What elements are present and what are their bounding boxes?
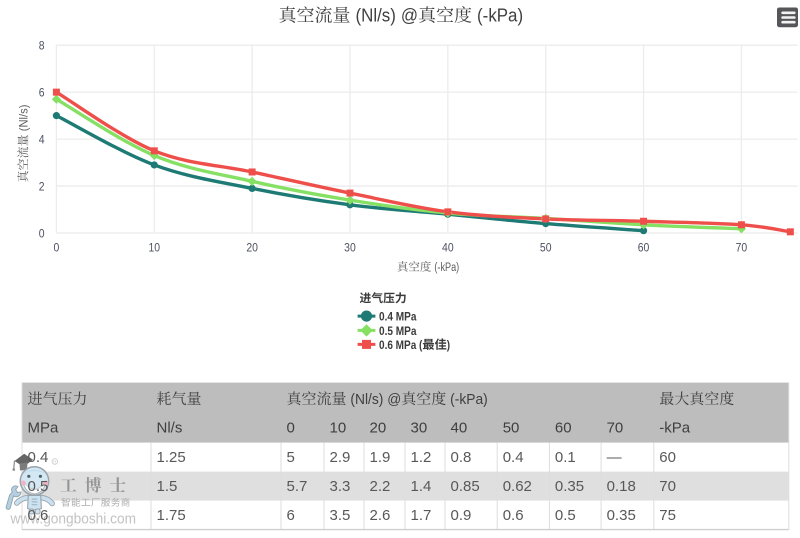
svg-text:20: 20 <box>370 420 387 437</box>
svg-text:0.35: 0.35 <box>607 507 636 524</box>
svg-text:MPa: MPa <box>28 420 60 437</box>
svg-text:Nl/s: Nl/s <box>157 420 183 437</box>
svg-text:1.4: 1.4 <box>411 478 432 495</box>
svg-text:60: 60 <box>659 449 676 466</box>
svg-text:1.9: 1.9 <box>370 449 391 466</box>
svg-text:0: 0 <box>287 420 295 437</box>
svg-text:—: — <box>607 449 622 466</box>
svg-text:0.5 MPa: 0.5 MPa <box>379 324 417 338</box>
svg-text:www.gongboshi.com: www.gongboshi.com <box>10 512 136 528</box>
svg-text:70: 70 <box>607 420 624 437</box>
svg-text:0.9: 0.9 <box>451 507 472 524</box>
svg-text:5.7: 5.7 <box>287 478 308 495</box>
svg-text:50: 50 <box>540 241 552 255</box>
svg-text:0.6 MPa (: 0.6 MPa ( <box>379 338 423 352</box>
svg-text:20: 20 <box>246 241 258 255</box>
svg-text:0.1: 0.1 <box>555 449 576 466</box>
svg-text:0.85: 0.85 <box>451 478 480 495</box>
svg-text:10: 10 <box>330 420 347 437</box>
svg-text:1.5: 1.5 <box>157 478 178 495</box>
svg-text:3.5: 3.5 <box>330 507 351 524</box>
svg-text:8: 8 <box>39 39 45 53</box>
svg-text:40: 40 <box>442 241 454 255</box>
svg-text:2.6: 2.6 <box>370 507 391 524</box>
svg-text:60: 60 <box>555 420 572 437</box>
svg-text:30: 30 <box>344 241 356 255</box>
svg-text:0.35: 0.35 <box>555 478 584 495</box>
svg-text:40: 40 <box>451 420 468 437</box>
svg-text:6: 6 <box>39 85 45 99</box>
svg-text:-kPa: -kPa <box>659 420 691 437</box>
svg-text:10: 10 <box>148 241 160 255</box>
svg-text:50: 50 <box>503 420 520 437</box>
svg-text:1.25: 1.25 <box>157 449 186 466</box>
svg-text:70: 70 <box>736 241 748 255</box>
svg-text:0.4: 0.4 <box>503 449 524 466</box>
svg-text:0.6: 0.6 <box>28 507 49 524</box>
svg-text:(-kPa): (-kPa) <box>477 6 523 26</box>
svg-text:R: R <box>53 459 56 464</box>
svg-text:0: 0 <box>54 241 60 255</box>
svg-text:5: 5 <box>287 449 295 466</box>
svg-text:(-kPa): (-kPa) <box>434 262 459 274</box>
svg-text:2: 2 <box>39 179 45 193</box>
svg-text:0.5: 0.5 <box>28 478 49 495</box>
svg-text:(Nl/s): (Nl/s) <box>355 6 395 26</box>
svg-text:6: 6 <box>287 507 295 524</box>
svg-text:2.2: 2.2 <box>370 478 391 495</box>
svg-text:(Nl/s): (Nl/s) <box>16 105 30 132</box>
svg-text:0.6: 0.6 <box>503 507 524 524</box>
svg-text:(-kPa): (-kPa) <box>450 391 488 408</box>
svg-text:3.3: 3.3 <box>330 478 351 495</box>
svg-text:@: @ <box>401 6 418 26</box>
svg-text:0.62: 0.62 <box>503 478 532 495</box>
svg-text:(Nl/s): (Nl/s) <box>350 391 383 408</box>
svg-text:70: 70 <box>659 478 676 495</box>
svg-text:0.5: 0.5 <box>555 507 576 524</box>
svg-text:0.4: 0.4 <box>28 449 49 466</box>
svg-text:30: 30 <box>411 420 428 437</box>
svg-text:60: 60 <box>638 241 650 255</box>
svg-text:1.2: 1.2 <box>411 449 432 466</box>
svg-text:1.75: 1.75 <box>157 507 186 524</box>
svg-text:): ) <box>447 338 450 352</box>
svg-text:0.4 MPa: 0.4 MPa <box>379 310 417 324</box>
svg-text:0.8: 0.8 <box>451 449 472 466</box>
svg-text:4: 4 <box>39 132 45 146</box>
svg-text:0: 0 <box>39 226 45 240</box>
svg-text:0.18: 0.18 <box>607 478 636 495</box>
svg-text:2.9: 2.9 <box>330 449 351 466</box>
svg-text:1.7: 1.7 <box>411 507 432 524</box>
svg-text:@: @ <box>387 391 401 408</box>
svg-text:75: 75 <box>659 507 676 524</box>
